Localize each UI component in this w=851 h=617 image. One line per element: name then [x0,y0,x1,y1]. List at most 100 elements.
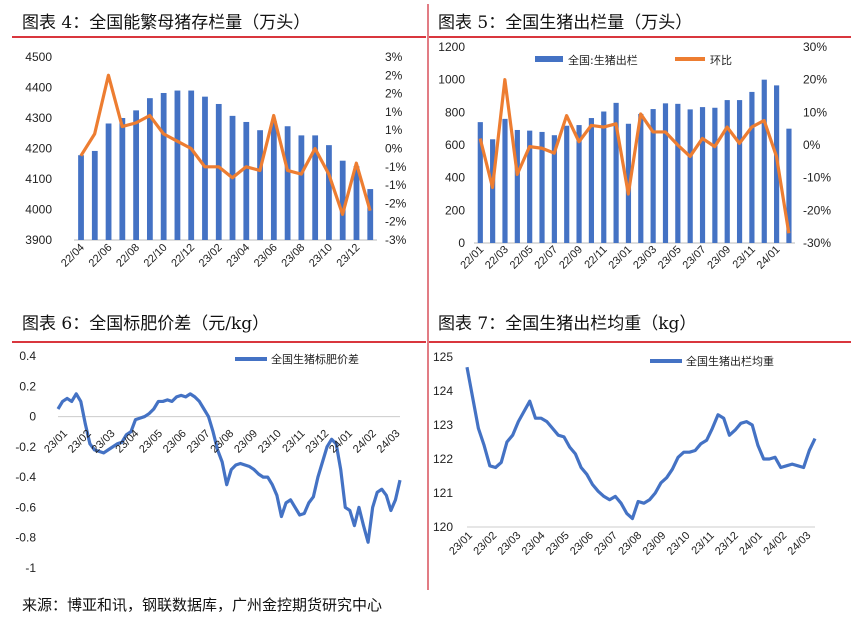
x-tick-label: 23/06 [568,530,596,558]
bar-24/02 [786,128,792,243]
bar-22/04 [78,155,84,240]
y-tick-label: 124 [433,384,453,398]
bar-22/10 [588,118,595,243]
bar-23/08 [712,107,718,243]
y-tick-label: 4100 [25,172,52,186]
y-tick-label: 123 [433,418,453,432]
y2-tick-label: 0% [803,138,821,152]
y2-tick-label: -1% [385,160,407,174]
x-tick-label: 23/07 [592,530,620,558]
bar-22/07 [551,135,557,243]
bar-23/11 [339,160,346,240]
y-tick-label: 4500 [25,50,52,64]
bar-22/08 [133,110,140,240]
y-tick-label: 0.2 [19,379,36,393]
y-tick-label: 1200 [438,40,465,54]
x-tick-label: 23/05 [544,530,572,558]
x-tick-label: 23/02 [471,530,499,558]
y-tick-label: 4200 [25,142,52,156]
bar-23/04 [243,121,250,240]
y-tick-label: 3900 [25,233,52,247]
bar-23/12 [353,166,360,240]
bar-23/04 [662,103,669,243]
y-tick-label: -0.6 [15,500,36,514]
bar-23/07 [699,107,706,244]
figure-7-title: 图表 7：全国生猪出栏均重（kg） [438,314,697,334]
legend-label: 环比 [710,54,732,67]
y-tick-label: 800 [445,105,465,119]
y-tick-label: -0.4 [15,470,36,484]
y-tick-label: 0 [458,236,465,250]
x-tick-label: 23/04 [520,530,548,558]
bar-22/05 [527,130,533,243]
bar-22/01 [477,122,483,243]
bar-23/03 [650,109,656,243]
y-tick-label: 600 [445,138,465,152]
bar-22/04 [514,129,520,243]
bar-23/05 [675,103,681,243]
bar-22/09 [576,125,582,243]
y-tick-label: 121 [433,486,453,500]
divider-line [429,36,851,38]
x-tick-label: 23/09 [641,530,669,558]
y-tick-label: 1000 [438,73,465,87]
bar-22/05 [91,150,98,240]
y-tick-label: -0.8 [15,531,36,545]
divider-line [12,341,426,343]
y2-tick-label: -2% [385,215,407,229]
x-tick-label: 23/10 [665,530,693,558]
figure-5-title: 图表 5：全国生猪出栏量（万头） [438,13,693,33]
bar-22/11 [601,111,607,244]
y2-tick-label: 30% [803,40,827,54]
source-footer: 来源：博亚和讯，钢联数据库，广州金控期货研究中心 [22,596,383,614]
bar-22/06 [539,131,545,243]
bar-23/02 [638,113,644,243]
y-tick-label: 125 [433,350,453,364]
y2-tick-label: -20% [803,203,831,217]
figure-4-title: 图表 4：全国能繁母猪存栏量（万头） [22,13,311,33]
x-tick-label: 24/03 [786,530,814,558]
line-series [56,392,402,544]
y-tick-label: -1 [25,561,36,575]
bar-22/03 [502,118,508,243]
bar-23/05 [257,130,263,240]
y-tick-label: 4000 [25,203,52,217]
bar-22/09 [146,98,153,240]
bar-23/10 [736,100,743,243]
y-tick-label: 4300 [25,111,52,125]
x-tick-label: 24/01 [737,530,765,558]
y-tick-label: 120 [433,520,453,534]
x-tick-label: 23/03 [496,530,524,558]
bar-23/12 [761,79,767,244]
x-tick-label: 23/11 [689,530,716,557]
bar-22/08 [564,125,570,243]
line-series [478,78,791,234]
y2-tick-label: 1% [385,123,403,137]
bar-23/09 [724,100,730,243]
bar-23/06 [687,109,693,243]
y-tick-label: 4400 [25,81,52,95]
y-tick-label: 0.4 [19,349,36,363]
bar-22/07 [119,118,126,240]
y2-tick-label: 3% [385,50,403,64]
bar-23/08 [298,135,305,240]
figure-6-title: 图表 6：全国标肥价差（元/kg） [22,314,270,334]
bar-23/07 [284,126,291,240]
legend-label: 全国生猪标肥价差 [271,352,359,366]
y2-tick-label: 20% [803,73,827,87]
bar-23/09 [312,135,319,240]
bar-22/12 [188,90,195,240]
bar-22/10 [160,92,167,241]
legend-label: 全国:生猪出栏 [568,53,638,67]
y2-tick-label: 1% [385,105,403,119]
bar-22/02 [490,139,496,243]
y2-tick-label: 10% [803,105,827,119]
y-tick-label: 0 [29,410,36,424]
y-tick-label: 200 [445,203,465,217]
y2-tick-label: 2% [385,87,403,101]
divider-line [12,36,426,38]
y2-tick-label: -10% [803,171,831,185]
